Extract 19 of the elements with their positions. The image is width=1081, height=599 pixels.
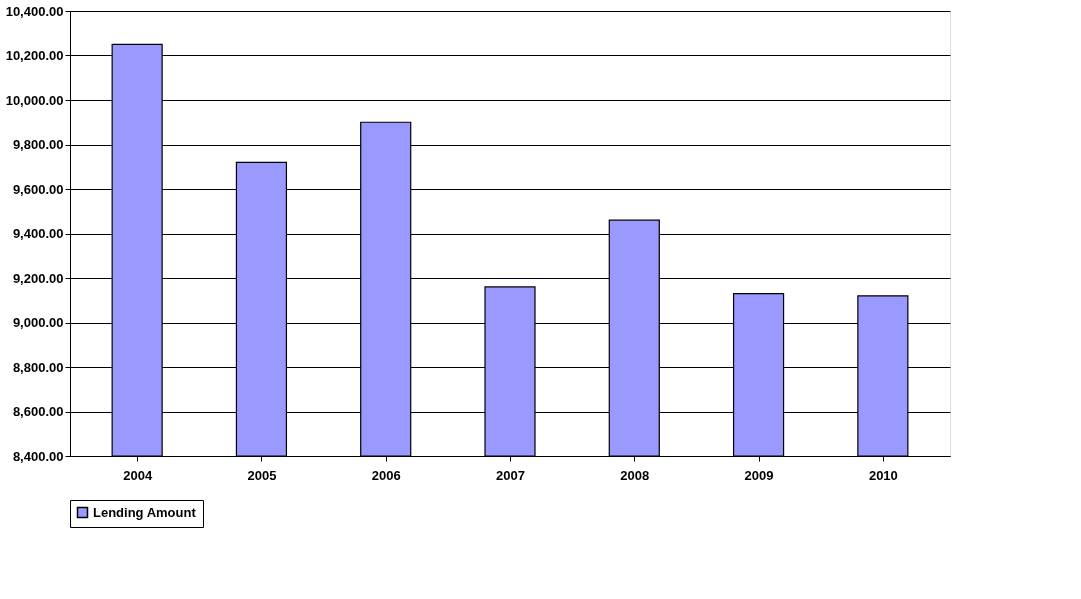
legend-label: Lending Amount	[93, 504, 197, 520]
x-tick-label: 2008	[620, 467, 650, 483]
y-tick-label: 8,400.00	[12, 448, 64, 464]
y-tick-label: 9,400.00	[12, 226, 64, 241]
x-tick-label: 2005	[247, 467, 277, 483]
y-tick-label: 9,800.00	[12, 137, 64, 152]
x-tick-label: 2007	[496, 467, 525, 483]
y-tick-label: 10,000.00	[5, 92, 64, 108]
y-tick-label: 10,200.00	[5, 48, 64, 63]
y-tick-label: 9,000.00	[12, 315, 64, 330]
x-tick-label: 2010	[868, 467, 898, 483]
y-tick-label: 10,400.00	[5, 3, 64, 19]
y-tick-label: 8,600.00	[12, 404, 64, 419]
x-tick-label: 2009	[744, 467, 774, 483]
y-tick-label: 9,200.00	[12, 270, 64, 286]
x-tick-label: 2006	[371, 467, 401, 483]
x-tick-label: 2004	[123, 467, 153, 483]
y-tick-label: 9,600.00	[12, 181, 64, 197]
y-tick-label: 8,800.00	[12, 359, 64, 375]
